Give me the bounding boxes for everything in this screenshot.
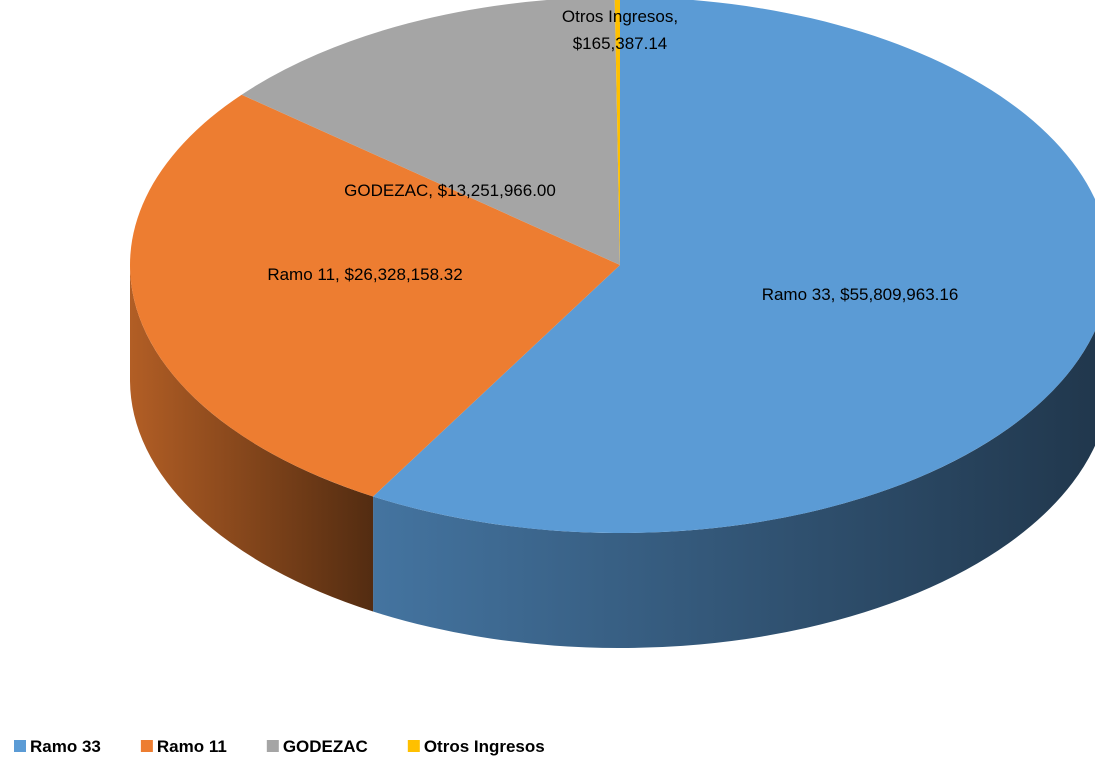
data-label: Ramo 33, $55,809,963.16: [762, 285, 959, 304]
legend: Ramo 33 Ramo 11 GODEZAC Otros Ingresos: [14, 737, 545, 756]
data-label: Ramo 11, $26,328,158.32: [267, 265, 462, 284]
data-label: Otros Ingresos, $165,387.14: [562, 7, 678, 53]
label-category: Ramo 33: [762, 285, 831, 304]
label-value: $165,387.14: [573, 34, 668, 53]
slice: [373, 0, 1095, 533]
slice: [241, 0, 620, 265]
legend-swatch: [266, 740, 279, 752]
pie-sides: [130, 265, 1095, 648]
label-value: $55,809,963.16: [840, 285, 958, 304]
label-separator: ,: [428, 181, 437, 200]
label-category: Otros Ingresos: [562, 7, 674, 26]
label-category: Ramo 11: [267, 265, 335, 284]
slice-side: [130, 265, 374, 612]
label-value: $26,328,158.32: [345, 265, 463, 284]
label-separator: ,: [335, 265, 344, 284]
legend-label: GODEZAC: [283, 737, 368, 756]
data-label: GODEZAC, $13,251,966.00: [344, 181, 556, 200]
legend-label: Ramo 33: [30, 737, 101, 756]
slice: [614, 0, 620, 265]
label-category: GODEZAC: [344, 181, 428, 200]
legend-label: Otros Ingresos: [424, 737, 545, 756]
legend-swatch: [140, 740, 153, 752]
legend-swatch: [14, 740, 26, 752]
slice: [129, 94, 620, 497]
label-separator: ,: [673, 7, 678, 26]
label-separator: ,: [831, 285, 840, 304]
slice-side: [373, 330, 1095, 648]
data-labels: Ramo 33, $55,809,963.16 Ramo 11, $26,328,…: [267, 7, 958, 304]
pie-tops: [129, 0, 1095, 533]
label-value: $13,251,966.00: [438, 181, 556, 200]
legend-label: Ramo 11: [157, 737, 227, 756]
legend-swatch: [407, 740, 420, 752]
